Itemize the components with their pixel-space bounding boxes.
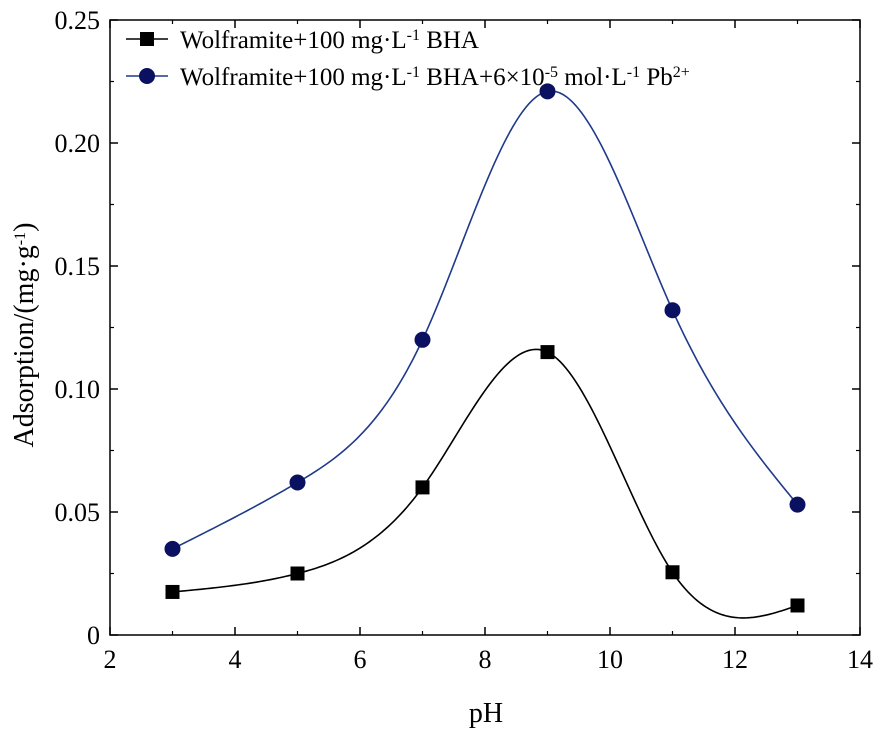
y-axis-title-main: Adsorption/(mg·g: [9, 245, 40, 447]
data-point-circle: [414, 331, 431, 348]
data-point-square: [665, 565, 680, 580]
legend-label-bha-pb-sup4: 2+: [673, 64, 690, 81]
data-point-circle: [789, 496, 806, 513]
data-point-circle: [164, 540, 181, 557]
legend-square-marker: [140, 32, 154, 46]
series-markers: [164, 83, 806, 613]
data-point-square: [790, 598, 805, 613]
legend-label-bha: Wolframite+100 mg·L-1 BHA: [180, 27, 479, 55]
legend-label-bha-pb-part1: Wolframite+100 mg·L: [180, 64, 407, 91]
legend-label-bha-main: Wolframite+100 mg·L: [180, 27, 407, 54]
axes: 2 4 6 8 10 12 14 0 0.05 0.10 0.15 0.20 0.25: [55, 6, 874, 674]
y-tick-label: 0.20: [55, 129, 101, 158]
y-tick-label: 0: [87, 621, 100, 650]
series-line-2: [172, 90, 799, 550]
data-point-square: [540, 345, 555, 360]
y-tick-label: 0.25: [55, 6, 101, 35]
legend: Wolframite+100 mg·L-1 BHA Wolframite+100…: [126, 27, 690, 92]
y-tick-label: 0.15: [55, 252, 101, 281]
series-curves: [172, 90, 799, 619]
y-axis-title: Adsorption/(mg·g-1): [9, 223, 40, 448]
y-axis-title-tail: ): [9, 223, 40, 232]
x-axis-title: pH: [469, 698, 503, 729]
legend-item-bha: Wolframite+100 mg·L-1 BHA: [126, 27, 479, 55]
x-tick-label: 10: [597, 645, 623, 674]
legend-label-bha-pb-part4: Pb: [640, 64, 673, 91]
legend-label-bha-sup: -1: [407, 27, 420, 44]
y-axis-title-sup: -1: [12, 232, 29, 245]
legend-label-bha-tail: BHA: [420, 27, 479, 54]
x-tick-label: 6: [354, 645, 367, 674]
data-point-square: [415, 480, 430, 495]
data-point-square: [165, 584, 180, 599]
y-tick-label: 0.05: [55, 498, 101, 527]
legend-label-bha-pb-part3: mol·L: [558, 64, 627, 91]
legend-label-bha-pb: Wolframite+100 mg·L-1 BHA+6×10-5 mol·L-1…: [180, 64, 690, 92]
x-tick-label: 2: [104, 645, 117, 674]
legend-label-bha-pb-sup1: -1: [407, 64, 420, 81]
plot-frame: [109, 19, 861, 636]
legend-label-bha-pb-sup3: -1: [627, 64, 640, 81]
data-point-square: [290, 566, 305, 581]
legend-label-bha-pb-part2: BHA+6×10: [420, 64, 545, 91]
legend-label-bha-pb-sup2: -5: [545, 64, 558, 81]
legend-circle-marker: [139, 68, 155, 84]
data-point-circle: [289, 474, 306, 491]
x-tick-label: 14: [847, 645, 873, 674]
x-tick-label: 8: [479, 645, 492, 674]
series-line-1: [172, 348, 798, 619]
data-point-circle: [539, 83, 556, 100]
legend-item-bha-pb: Wolframite+100 mg·L-1 BHA+6×10-5 mol·L-1…: [126, 64, 690, 92]
y-tick-label: 0.10: [55, 375, 101, 404]
x-tick-label: 4: [229, 645, 242, 674]
data-point-circle: [664, 302, 681, 319]
x-tick-label: 12: [722, 645, 748, 674]
